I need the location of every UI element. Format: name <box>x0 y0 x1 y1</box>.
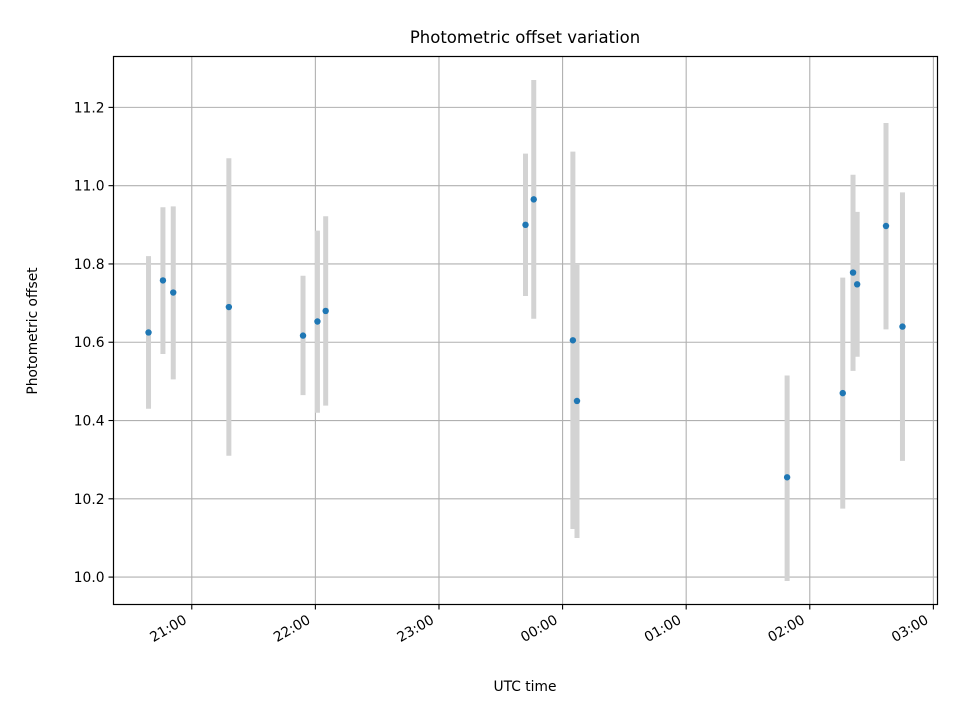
y-tick-label: 11.0 <box>74 179 105 195</box>
data-point <box>530 196 537 203</box>
data-point <box>849 269 857 276</box>
data-point <box>573 397 581 405</box>
data-point <box>839 389 846 397</box>
data-point <box>145 329 152 336</box>
data-point <box>569 337 577 344</box>
y-tick-label: 10.8 <box>74 257 105 273</box>
data-point <box>783 474 791 481</box>
data-point <box>322 307 329 315</box>
data-point <box>299 332 307 339</box>
data-point <box>853 281 861 288</box>
plot-frame <box>112 55 939 606</box>
data-point <box>882 222 890 230</box>
data-point <box>522 221 529 229</box>
y-tick-label: 10.2 <box>74 492 105 508</box>
y-tick-label: 10.0 <box>74 570 105 586</box>
y-tick-label: 11.2 <box>74 100 105 116</box>
data-point <box>170 289 177 296</box>
y-tick-label: 10.4 <box>74 414 105 430</box>
data-point <box>225 303 233 311</box>
y-axis-ticks: 10.0 10.2 10.4 10.6 10.8 11.0 11.2 <box>74 100 114 586</box>
data-points <box>145 196 906 481</box>
y-tick-label: 10.6 <box>74 335 105 351</box>
data-point <box>314 318 321 325</box>
x-axis-label: UTC time <box>494 679 557 695</box>
y-axis-label: Photometric offset <box>25 267 41 395</box>
chart-title: Photometric offset variation <box>410 28 640 47</box>
data-point <box>159 277 167 284</box>
data-point <box>899 323 906 330</box>
